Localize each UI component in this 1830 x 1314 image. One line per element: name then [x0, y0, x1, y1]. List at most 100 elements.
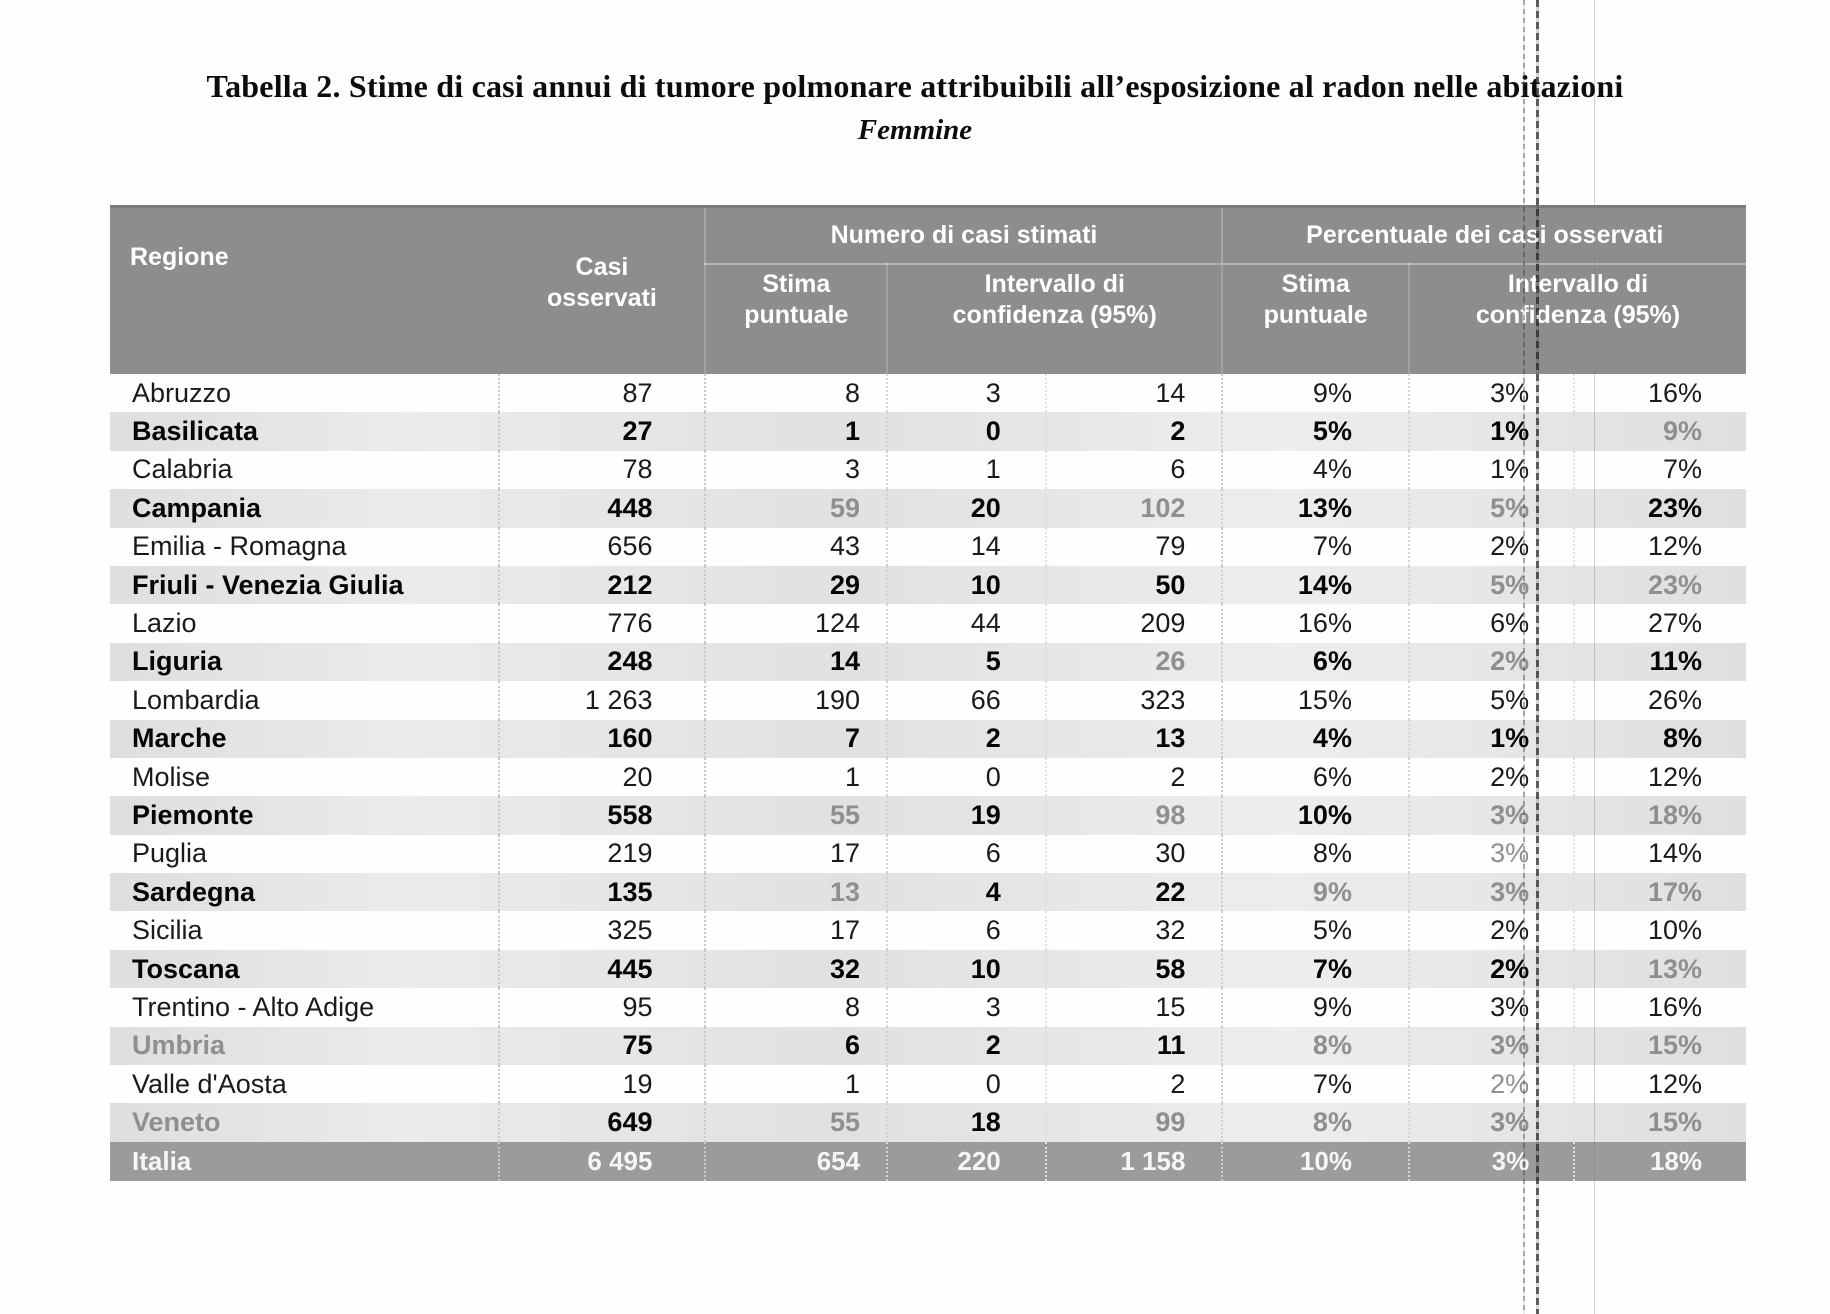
value-cell: 6%: [1221, 757, 1409, 797]
table-row: Sicilia 325 17 6 32 5% 2% 10%: [110, 911, 1746, 950]
value-cell: 11: [1044, 1026, 1223, 1066]
value-cell: 9%: [1573, 412, 1746, 451]
value-cell: 1: [704, 757, 888, 797]
region-name: Molise: [132, 761, 211, 792]
value-cell: 3%: [1407, 873, 1575, 912]
value-cell: 13: [1044, 719, 1223, 758]
value-cell: 27%: [1573, 604, 1746, 643]
value-cell: 2%: [1407, 949, 1575, 989]
region-name: Sicilia: [132, 915, 203, 946]
value-cell: 4%: [1221, 450, 1409, 490]
table-row: Sardegna 135 13 4 22 9% 3% 17%: [110, 873, 1746, 912]
table-header: Regione Casi osservati Numero di casi st…: [110, 206, 1746, 374]
header-stima-puntuale-numero: Stima puntuale: [704, 264, 888, 374]
value-cell: 12%: [1573, 1065, 1746, 1104]
totals-value-cell: 6 495: [498, 1141, 706, 1181]
value-cell: 135: [498, 873, 706, 912]
totals-value-cell: 654: [704, 1141, 888, 1181]
region-name: Trentino - Alto Adige: [132, 991, 375, 1022]
region-name: Liguria: [132, 646, 223, 677]
table-row: Marche 160 7 2 13 4% 1% 8%: [110, 719, 1746, 758]
value-cell: 15%: [1573, 1103, 1746, 1142]
value-cell: 10: [886, 565, 1046, 605]
value-cell: 1: [886, 450, 1046, 490]
region-name: Calabria: [132, 454, 233, 485]
value-cell: 160: [498, 719, 706, 758]
value-cell: 13%: [1573, 949, 1746, 989]
value-cell: 1 263: [498, 681, 706, 720]
value-cell: 30: [1044, 834, 1223, 874]
value-cell: 8%: [1221, 1026, 1409, 1066]
value-cell: 12%: [1573, 527, 1746, 566]
table-row: Trentino - Alto Adige 95 8 3 15 9% 3% 16%: [110, 988, 1746, 1027]
value-cell: 448: [498, 489, 706, 528]
header-intervallo-confidenza-numero: Intervallo di confidenza (95%): [886, 264, 1223, 374]
header-group-percentuale-casi-osservati: Percentuale dei casi osservati: [1221, 206, 1746, 265]
value-cell: 11%: [1573, 642, 1746, 682]
value-cell: 102: [1044, 489, 1223, 528]
data-table-container: Regione Casi osservati Numero di casi st…: [110, 205, 1746, 1181]
table-footer-italia: Italia 6 495 654 220 1 158 10% 3% 18%: [110, 1141, 1746, 1181]
value-cell: 17%: [1573, 873, 1746, 912]
value-cell: 2: [886, 1026, 1046, 1066]
table-subtitle: Femmine: [857, 114, 973, 146]
value-cell: 8%: [1573, 719, 1746, 758]
value-cell: 5: [886, 642, 1046, 682]
value-cell: 2: [1044, 412, 1223, 451]
value-cell: 325: [498, 911, 706, 950]
region-name: Umbria: [132, 1030, 226, 1061]
value-cell: 44: [886, 604, 1046, 643]
radon-cases-table: Regione Casi osservati Numero di casi st…: [110, 205, 1746, 1181]
value-cell: 9%: [1221, 873, 1409, 912]
value-cell: 1: [704, 1065, 888, 1104]
value-cell: 5%: [1221, 412, 1409, 451]
value-cell: 66: [886, 681, 1046, 720]
value-cell: 23%: [1573, 565, 1746, 605]
region-name: Lazio: [132, 608, 197, 639]
value-cell: 209: [1044, 604, 1223, 643]
value-cell: 15%: [1573, 1026, 1746, 1066]
value-cell: 9%: [1221, 374, 1409, 413]
value-cell: 4: [886, 873, 1046, 912]
value-cell: 1%: [1407, 719, 1575, 758]
value-cell: 14: [1044, 374, 1223, 413]
value-cell: 20: [886, 489, 1046, 528]
value-cell: 6%: [1221, 642, 1409, 682]
value-cell: 79: [1044, 527, 1223, 566]
value-cell: 26: [1044, 642, 1223, 682]
value-cell: 55: [704, 796, 888, 835]
table-row: Piemonte 558 55 19 98 10% 3% 18%: [110, 796, 1746, 835]
value-cell: 2%: [1407, 1065, 1575, 1104]
value-cell: 16%: [1221, 604, 1409, 643]
value-cell: 190: [704, 681, 888, 720]
value-cell: 1%: [1407, 412, 1575, 451]
value-cell: 6%: [1407, 604, 1575, 643]
totals-value-cell: 3%: [1407, 1141, 1575, 1181]
value-cell: 5%: [1221, 911, 1409, 950]
value-cell: 649: [498, 1103, 706, 1142]
value-cell: 15%: [1221, 681, 1409, 720]
table-row: Toscana 445 32 10 58 7% 2% 13%: [110, 949, 1746, 989]
value-cell: 5%: [1407, 565, 1575, 605]
totals-value-cell: 220: [886, 1141, 1046, 1181]
table-row: Lazio 776 124 44 209 16% 6% 27%: [110, 604, 1746, 643]
value-cell: 3: [886, 988, 1046, 1027]
totals-value-cell: 18%: [1573, 1141, 1746, 1181]
table-row: Lombardia 1 263 190 66 323 15% 5% 26%: [110, 681, 1746, 720]
value-cell: 10: [886, 949, 1046, 989]
table-row: Abruzzo 87 8 3 14 9% 3% 16%: [110, 374, 1746, 413]
table-row: Valle d'Aosta 19 1 0 2 7% 2% 12%: [110, 1065, 1746, 1104]
table-row: Liguria 248 14 5 26 6% 2% 11%: [110, 642, 1746, 682]
value-cell: 9%: [1221, 988, 1409, 1027]
table-row: Molise 20 1 0 2 6% 2% 12%: [110, 757, 1746, 797]
value-cell: 4%: [1221, 719, 1409, 758]
region-name: Sardegna: [132, 876, 256, 907]
totals-row: Italia 6 495 654 220 1 158 10% 3% 18%: [110, 1141, 1746, 1181]
value-cell: 17: [704, 911, 888, 950]
value-cell: 19: [886, 796, 1046, 835]
header-group-numero-casi-stimati: Numero di casi stimati: [704, 206, 1223, 265]
value-cell: 2%: [1407, 642, 1575, 682]
value-cell: 14%: [1221, 565, 1409, 605]
value-cell: 13%: [1221, 489, 1409, 528]
table-row: Friuli - Venezia Giulia 212 29 10 50 14% 5% 23%: [110, 565, 1746, 605]
